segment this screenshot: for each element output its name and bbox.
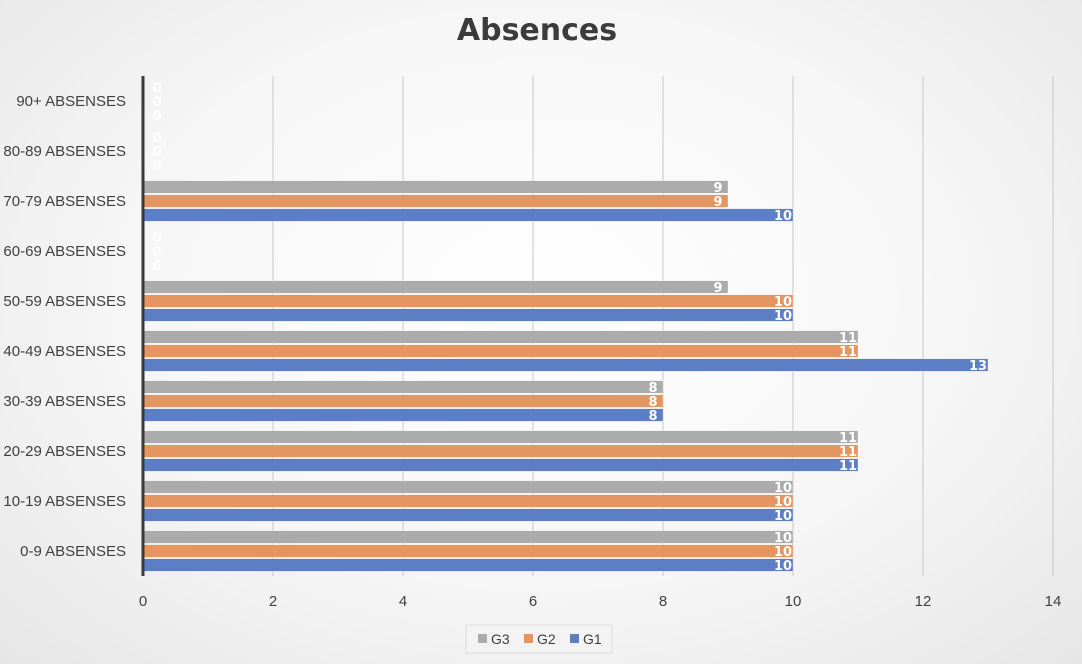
value-label: 8 (648, 409, 657, 424)
category-label: 40-49 ABSENSES (3, 343, 126, 360)
value-label: 10 (774, 559, 792, 574)
bar-g2 (142, 444, 859, 458)
value-label: 0 (152, 95, 161, 110)
category-label: 60-69 ABSENSES (3, 243, 126, 260)
category-label: 0-9 ABSENSES (20, 543, 126, 560)
value-label: 10 (774, 531, 792, 546)
bar-g2 (142, 394, 664, 408)
value-label: 10 (774, 309, 792, 324)
value-label: 10 (774, 209, 792, 224)
legend-entry-g1[interactable]: G1 (583, 631, 602, 647)
value-label: 13 (969, 359, 987, 374)
value-label: 11 (839, 431, 857, 446)
x-tick-label: 8 (659, 593, 667, 610)
chart-title: Absences (457, 13, 617, 48)
bar-g2 (142, 344, 859, 358)
legend[interactable]: G3 G2 G1 (465, 624, 613, 654)
bar-g3 (142, 180, 729, 194)
legend-entry-g2[interactable]: G2 (537, 631, 556, 647)
bar-g1 (142, 458, 859, 472)
value-label: 0 (152, 109, 161, 124)
value-label: 11 (839, 331, 857, 346)
category-label: 50-59 ABSENSES (3, 293, 126, 310)
bar-g2 (142, 544, 794, 558)
value-label: 0 (152, 159, 161, 174)
value-labels: 1010101010101111118881111139101000099100… (152, 81, 987, 574)
category-label: 80-89 ABSENSES (3, 143, 126, 160)
category-label: 20-29 ABSENSES (3, 443, 126, 460)
bar-g3 (142, 480, 794, 494)
value-label: 9 (713, 181, 722, 196)
bar-g1 (142, 558, 794, 572)
legend-entry-g3[interactable]: G3 (491, 631, 510, 647)
value-label: 11 (839, 459, 857, 474)
value-label: 10 (774, 545, 792, 560)
value-label: 0 (152, 245, 161, 260)
value-label: 8 (648, 381, 657, 396)
x-tick-labels: 0 2 4 6 8 10 12 14 (139, 593, 1062, 610)
x-tick-label: 2 (269, 593, 277, 610)
value-label: 0 (152, 131, 161, 146)
value-label: 0 (152, 259, 161, 274)
value-label: 0 (152, 231, 161, 246)
legend-box (465, 624, 613, 654)
bar-g1 (142, 508, 794, 522)
value-label: 10 (774, 295, 792, 310)
category-label: 30-39 ABSENSES (3, 393, 126, 410)
x-tick-label: 10 (785, 593, 802, 610)
category-label: 90+ ABSENSES (16, 93, 126, 110)
legend-swatch-g1 (570, 634, 579, 643)
bar-g2 (142, 194, 729, 208)
x-tick-label: 14 (1045, 593, 1062, 610)
bar-g1 (142, 408, 664, 422)
value-label: 10 (774, 495, 792, 510)
value-label: 10 (774, 509, 792, 524)
bar-g2 (142, 494, 794, 508)
bar-g1 (142, 208, 794, 222)
bar-g3 (142, 430, 859, 444)
category-label: 10-19 ABSENSES (3, 493, 126, 510)
bar-g3 (142, 530, 794, 544)
legend-swatch-g2 (524, 634, 533, 643)
x-tick-label: 0 (139, 593, 147, 610)
bar-g3 (142, 280, 729, 294)
bar-g2 (142, 294, 794, 308)
x-tick-label: 12 (915, 593, 932, 610)
value-label: 8 (648, 395, 657, 410)
x-tick-label: 4 (399, 593, 407, 610)
bars (142, 180, 989, 572)
value-label: 11 (839, 445, 857, 460)
value-label: 0 (152, 145, 161, 160)
value-label: 0 (152, 81, 161, 96)
x-tick-label: 6 (529, 593, 537, 610)
value-label: 10 (774, 481, 792, 496)
legend-swatch-g3 (478, 634, 487, 643)
gridlines (272, 76, 1054, 576)
category-labels: 0-9 ABSENSES 10-19 ABSENSES 20-29 ABSENSES… (3, 93, 126, 560)
category-label: 70-79 ABSENSES (3, 193, 126, 210)
bar-g1 (142, 358, 989, 372)
bar-g1 (142, 308, 794, 322)
bar-g3 (142, 380, 664, 394)
value-label: 9 (713, 195, 722, 210)
value-label: 9 (713, 281, 722, 296)
value-label: 11 (839, 345, 857, 360)
bar-g3 (142, 330, 859, 344)
